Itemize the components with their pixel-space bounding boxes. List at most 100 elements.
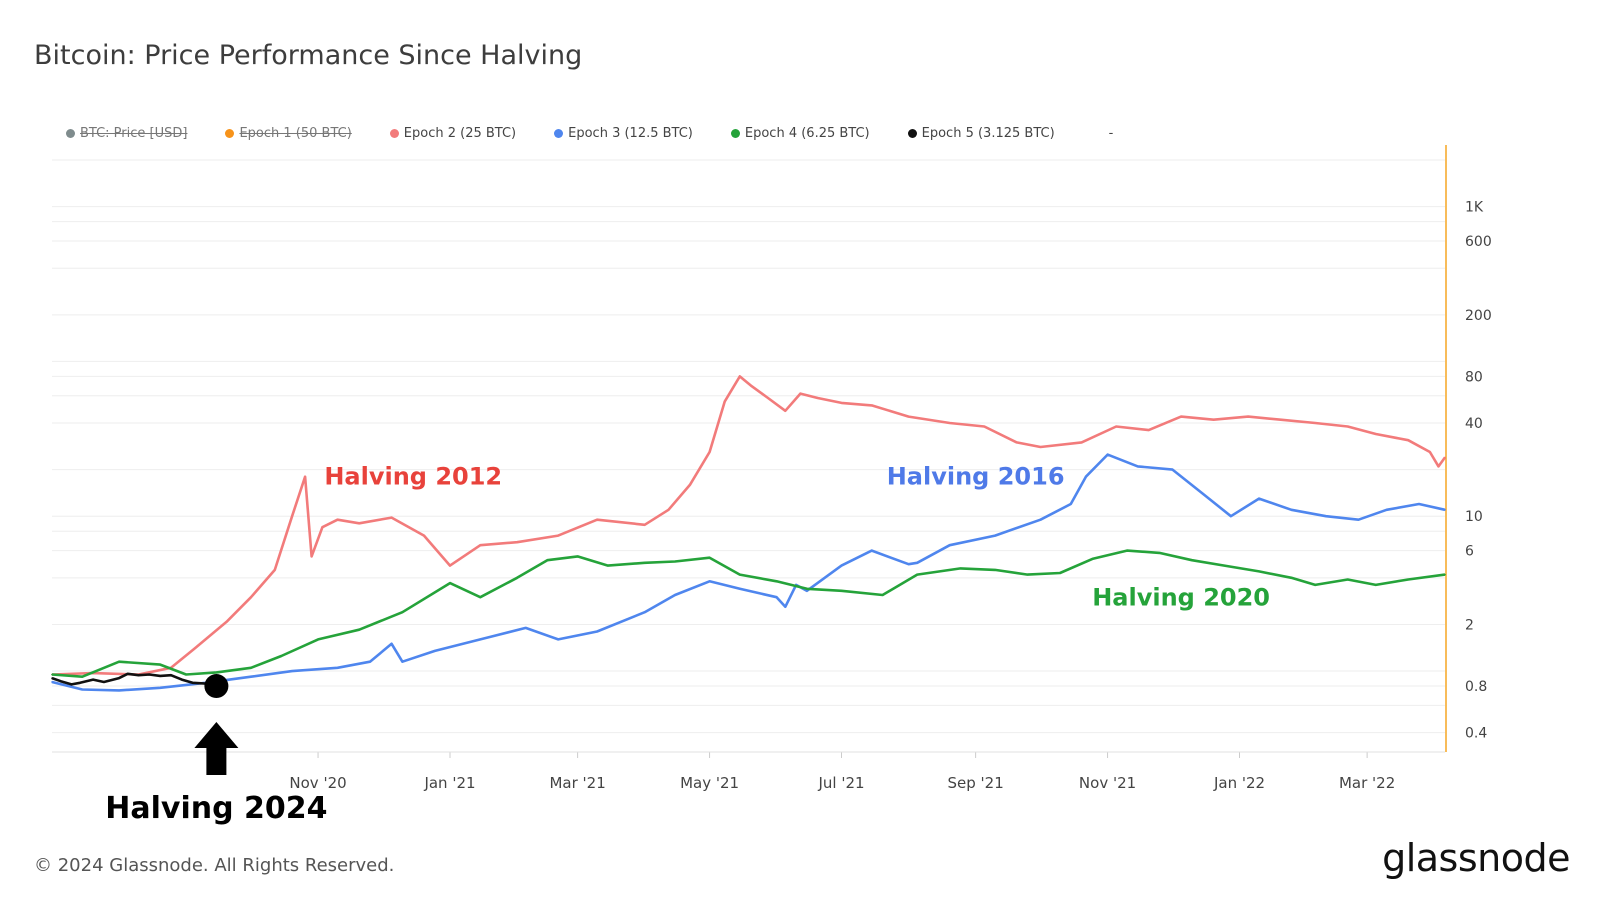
data-point <box>1015 441 1018 444</box>
data-point <box>1279 418 1282 421</box>
data-point <box>840 564 843 567</box>
data-point <box>546 559 549 562</box>
data-point <box>81 675 84 678</box>
data-point <box>806 587 808 590</box>
legend-more-toggle[interactable]: - <box>1108 125 1114 141</box>
data-point <box>148 673 151 676</box>
data-point <box>1258 570 1260 573</box>
legend-item-btc-price[interactable]: BTC: Price [USD] <box>66 126 187 141</box>
data-point <box>103 681 105 683</box>
data-point <box>185 673 187 676</box>
legend-item-epoch-4[interactable]: Epoch 4 (6.25 BTC) <box>730 126 870 141</box>
data-point <box>1346 578 1349 581</box>
data-point <box>1059 572 1061 574</box>
data-point <box>304 475 306 478</box>
data-point <box>1039 518 1042 521</box>
data-point <box>1314 422 1317 424</box>
data-point <box>1444 509 1446 511</box>
data-point <box>291 515 293 518</box>
data-point <box>1247 415 1249 418</box>
data-point <box>643 562 646 564</box>
data-point <box>369 660 371 663</box>
data-point <box>983 425 986 428</box>
data-point <box>70 683 73 686</box>
legend-item-epoch-1[interactable]: Epoch 1 (50 BTC) <box>225 126 352 141</box>
legend-item-epoch-5[interactable]: Epoch 5 (3.125 BTC) <box>907 126 1055 141</box>
x-tick-label: Jul '21 <box>817 774 864 792</box>
annotation-label: Halving 2024 <box>105 791 327 826</box>
glassnode-logo: glassnode <box>1382 836 1570 880</box>
series-line <box>51 453 1446 692</box>
data-point <box>767 397 769 399</box>
x-tick-label: Mar '21 <box>549 774 605 792</box>
data-point <box>250 675 252 678</box>
data-point <box>170 674 172 677</box>
legend-label-btc-price: BTC: Price [USD] <box>80 125 188 141</box>
halving-2024-marker <box>204 674 229 699</box>
data-point <box>321 526 324 528</box>
data-point <box>516 577 518 579</box>
data-point <box>1212 418 1215 421</box>
data-point <box>81 688 84 691</box>
data-point <box>775 596 778 598</box>
data-point <box>596 518 598 521</box>
data-point <box>191 681 194 684</box>
data-point <box>449 564 451 567</box>
data-point <box>59 680 62 682</box>
data-point <box>916 562 919 564</box>
data-point <box>193 647 196 650</box>
data-point <box>708 556 711 559</box>
data-point <box>1158 552 1161 554</box>
data-point <box>401 660 404 663</box>
data-point <box>401 611 404 613</box>
annotation-label: Halving 2012 <box>324 463 502 491</box>
data-point <box>674 594 676 596</box>
data-point <box>1418 503 1420 505</box>
data-point <box>784 606 787 608</box>
data-point <box>607 564 609 567</box>
data-point <box>840 402 843 404</box>
legend-marker-epoch-4 <box>730 128 740 138</box>
data-point <box>674 560 676 563</box>
data-point <box>291 670 293 672</box>
data-point <box>775 580 778 583</box>
data-point <box>557 534 559 537</box>
y-tick-label: 40 <box>1465 416 1483 432</box>
halving-2024-arrow <box>194 722 239 775</box>
data-point <box>226 620 229 622</box>
data-point <box>1429 451 1431 453</box>
data-point <box>390 642 393 645</box>
legend-item-epoch-3[interactable]: Epoch 3 (12.5 BTC) <box>554 126 693 141</box>
data-point <box>317 638 319 641</box>
series-line <box>51 672 215 688</box>
data-point <box>434 650 436 652</box>
data-point <box>1115 425 1118 428</box>
x-tick-label: Jan '21 <box>423 774 475 792</box>
x-tick-label: Nov '21 <box>1079 774 1136 792</box>
data-point <box>1171 468 1174 471</box>
data-point <box>273 569 276 571</box>
data-point <box>1230 515 1232 518</box>
data-point <box>1069 503 1072 505</box>
data-point <box>739 375 741 378</box>
data-point <box>79 681 81 684</box>
y-tick-label: 2 <box>1465 617 1474 633</box>
annotation-label: Halving 2020 <box>1092 584 1270 612</box>
legend-item-epoch-2[interactable]: Epoch 2 (25 BTC) <box>389 126 516 141</box>
data-point <box>870 549 873 552</box>
data-point <box>994 534 996 537</box>
chart-title: Bitcoin: Price Performance Since Halving <box>34 40 583 71</box>
data-point <box>390 516 393 519</box>
copyright-footer: © 2024 Glassnode. All Rights Reserved. <box>34 855 395 876</box>
data-point <box>1180 415 1182 418</box>
data-point <box>1026 573 1029 576</box>
data-point <box>596 630 598 633</box>
data-point <box>118 677 120 679</box>
data-point <box>1374 433 1377 435</box>
data-point <box>1085 475 1087 478</box>
data-point <box>916 573 919 576</box>
data-point <box>159 675 161 677</box>
data-point <box>1325 515 1327 518</box>
annotation-label: Halving 2016 <box>887 463 1065 491</box>
